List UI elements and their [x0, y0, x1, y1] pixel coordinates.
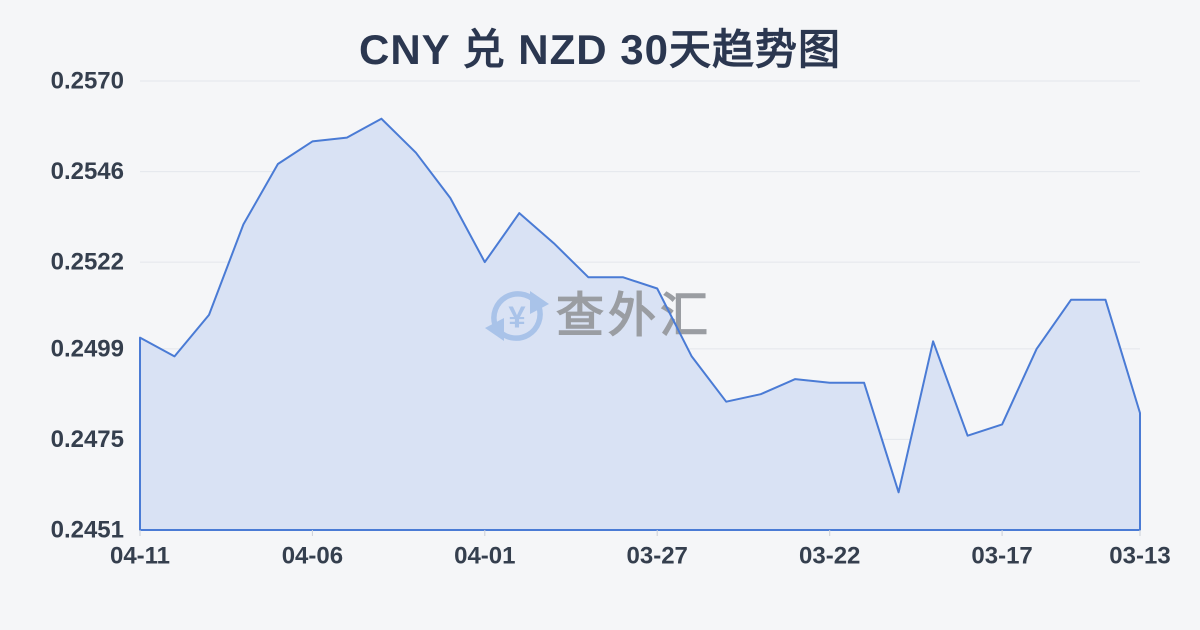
x-axis-label: 03-17	[971, 543, 1032, 570]
series-line-layer	[139, 117, 1141, 531]
y-axis-label: 0.2499	[51, 335, 124, 362]
x-axis-label: 04-06	[282, 543, 343, 570]
watermark-text: 查外汇	[556, 290, 712, 343]
area-fill-layer	[140, 118, 1140, 530]
y-axis-label: 0.2546	[51, 158, 124, 185]
watermark: ¥ 查外汇	[485, 290, 712, 343]
refresh-arrow-bottom	[485, 304, 543, 341]
axis-layer: 0.2570 0.2546 0.2522 0.2499 0.2475 0.245104-1…	[51, 68, 1171, 570]
series-line	[139, 117, 1141, 531]
y-axis-label: 0.2570	[51, 68, 124, 95]
x-axis-label: 03-13	[1109, 543, 1170, 570]
x-axis-label: 04-11	[110, 543, 170, 570]
y-axis-label: 0.2451	[51, 517, 124, 544]
watermark-yuan-symbol: ¥	[508, 300, 526, 335]
x-axis-label: 03-27	[627, 543, 688, 570]
x-axis-label: 04-01	[454, 543, 515, 570]
y-axis-label: 0.2475	[51, 426, 124, 453]
x-axis-label: 03-22	[799, 543, 860, 570]
refresh-arrow-top	[491, 291, 549, 328]
y-axis-label: 0.2522	[51, 249, 124, 276]
refresh-yuan-icon: ¥	[485, 291, 549, 341]
area-fill	[140, 118, 1140, 530]
page-title: CNY 兑 NZD 30天趋势图	[359, 26, 841, 73]
